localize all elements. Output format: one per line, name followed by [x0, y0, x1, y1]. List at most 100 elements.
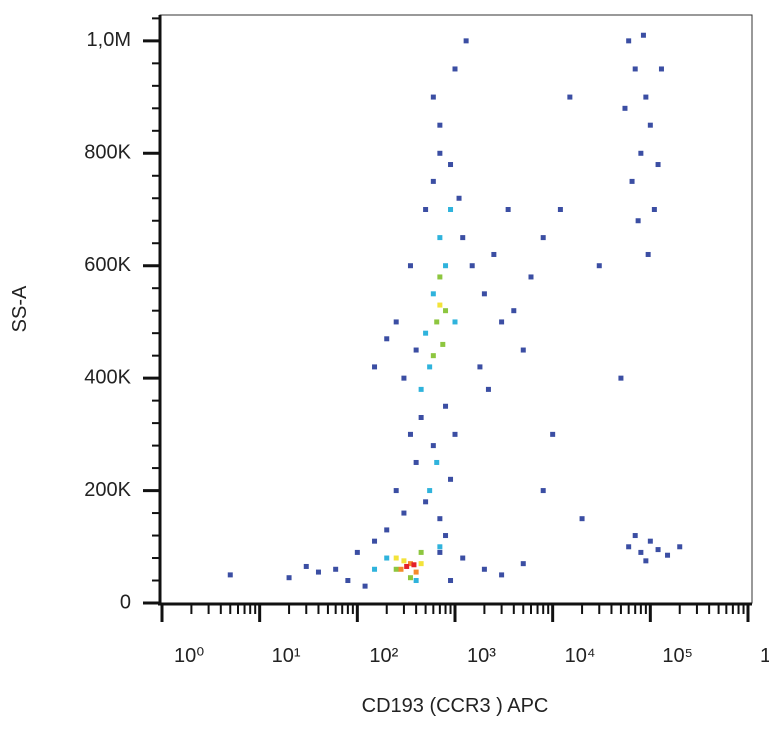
data-point — [452, 431, 458, 437]
data-point — [333, 566, 339, 572]
data-point — [393, 566, 399, 572]
data-point — [418, 561, 424, 567]
data-point — [443, 403, 449, 409]
data-point — [448, 578, 454, 584]
data-point — [481, 566, 487, 572]
data-point — [437, 544, 443, 550]
data-point — [452, 319, 458, 325]
data-point — [651, 207, 657, 213]
data-point — [463, 38, 469, 44]
data-point — [485, 386, 491, 392]
data-point — [362, 583, 368, 589]
data-point — [437, 122, 443, 128]
data-point — [618, 375, 624, 381]
x-tick-label: 10⁵ — [662, 645, 693, 667]
data-point — [423, 207, 429, 213]
data-point — [430, 443, 436, 449]
data-point — [434, 459, 440, 465]
data-point — [404, 563, 410, 569]
x-tick-label: 10² — [369, 645, 398, 667]
data-point — [635, 218, 641, 224]
data-point — [629, 178, 635, 184]
data-point — [401, 375, 407, 381]
data-point — [481, 291, 487, 297]
data-point — [393, 555, 399, 561]
data-point — [647, 122, 653, 128]
y-tick-label: 0 — [120, 591, 131, 613]
x-tick-label: 10³ — [467, 645, 496, 667]
data-point — [354, 549, 360, 555]
data-point — [443, 263, 449, 269]
data-point — [372, 566, 378, 572]
data-point — [286, 575, 292, 581]
data-point — [638, 549, 644, 555]
data-point — [413, 569, 419, 575]
data-point — [411, 562, 417, 568]
data-point — [384, 555, 390, 561]
data-point — [622, 105, 628, 111]
x-tick-label: 10⁶ — [760, 645, 769, 667]
data-point — [647, 538, 653, 544]
data-point — [499, 319, 505, 325]
data-point — [418, 386, 424, 392]
data-point — [413, 347, 419, 353]
data-point — [567, 94, 573, 100]
data-point — [427, 488, 433, 494]
data-point — [372, 538, 378, 544]
data-point — [452, 66, 458, 72]
data-point — [540, 488, 546, 494]
data-point — [632, 66, 638, 72]
data-point — [469, 263, 475, 269]
data-point — [413, 459, 419, 465]
x-tick-label: 10⁰ — [174, 645, 204, 667]
data-point — [430, 353, 436, 359]
data-point — [440, 341, 446, 347]
data-point — [511, 308, 517, 314]
data-point — [303, 563, 309, 569]
y-axis-title: SS-A — [9, 285, 31, 332]
data-point — [437, 516, 443, 522]
data-point — [430, 178, 436, 184]
data-point — [437, 274, 443, 280]
data-point — [443, 308, 449, 314]
data-point — [434, 319, 440, 325]
data-point — [423, 499, 429, 505]
data-point — [437, 235, 443, 241]
data-point — [227, 572, 233, 578]
data-point — [407, 263, 413, 269]
data-point — [398, 566, 404, 572]
data-point — [430, 94, 436, 100]
data-point — [550, 431, 556, 437]
data-point — [437, 549, 443, 555]
data-point — [638, 150, 644, 156]
data-point — [658, 66, 664, 72]
data-point — [423, 330, 429, 336]
data-point — [384, 336, 390, 342]
data-point — [460, 235, 466, 241]
data-point — [407, 561, 413, 567]
y-tick-label: 600K — [84, 254, 131, 276]
data-point — [460, 555, 466, 561]
data-point — [393, 319, 399, 325]
x-tick-label: 10⁴ — [565, 645, 596, 667]
data-point — [401, 558, 407, 564]
data-point — [557, 207, 563, 213]
data-point — [655, 547, 661, 553]
data-point — [677, 544, 683, 550]
data-point — [407, 575, 413, 581]
data-point — [427, 364, 433, 370]
data-point — [520, 561, 526, 567]
data-point — [430, 291, 436, 297]
data-point — [437, 302, 443, 308]
data-point — [528, 274, 534, 280]
data-point — [643, 94, 649, 100]
data-point — [413, 578, 419, 584]
data-point — [448, 476, 454, 482]
data-point — [499, 572, 505, 578]
data-point — [418, 414, 424, 420]
data-point — [345, 578, 351, 584]
data-point — [626, 544, 632, 550]
y-tick-label: 200K — [84, 479, 131, 501]
data-point — [626, 38, 632, 44]
